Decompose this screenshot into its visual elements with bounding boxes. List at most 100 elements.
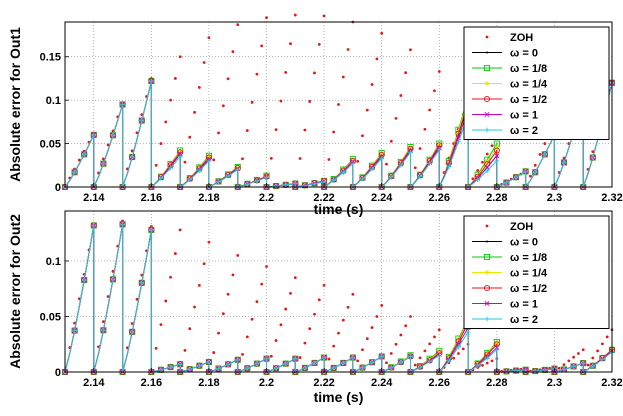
data-point	[484, 168, 490, 174]
data-point	[437, 328, 441, 332]
data-point	[298, 157, 302, 160]
data-point	[207, 36, 211, 40]
x-tick-label: 2.32	[601, 192, 622, 204]
data-point	[413, 363, 417, 367]
data-point	[475, 363, 481, 369]
axes-frame	[64, 21, 613, 188]
x-axis-label: time (s)	[314, 389, 364, 405]
data-point	[148, 78, 154, 84]
data-point	[225, 361, 231, 367]
data-point	[513, 174, 519, 180]
data-point	[81, 151, 88, 158]
data-point	[494, 158, 500, 164]
data-point	[212, 351, 216, 354]
data-point	[250, 317, 254, 321]
data-point	[197, 283, 201, 287]
y-tick-label: 0.05	[40, 139, 61, 151]
data-point	[483, 284, 491, 292]
data-point	[91, 223, 97, 228]
data-point	[341, 318, 345, 322]
data-point	[215, 365, 222, 372]
data-point	[512, 174, 520, 181]
data-point	[225, 361, 232, 368]
data-point	[494, 153, 500, 159]
data-point	[486, 240, 488, 243]
data-point	[236, 23, 240, 27]
data-point	[254, 361, 260, 367]
data-point	[101, 320, 105, 324]
data-point	[398, 162, 404, 168]
data-point	[72, 328, 77, 333]
data-point	[380, 303, 384, 307]
data-point	[167, 364, 174, 371]
data-point	[360, 365, 365, 371]
data-point	[490, 359, 494, 363]
data-point	[484, 355, 490, 361]
data-point	[484, 300, 490, 307]
data-point	[279, 323, 283, 327]
data-point	[433, 89, 436, 93]
data-point	[245, 129, 249, 132]
data-point	[303, 128, 307, 132]
data-point	[135, 131, 139, 135]
out2-chart: 0 0.05 0.1 2.14 2.16 2.18 2.2 2.22 2.24 2.26 2.28…	[7, 210, 623, 405]
data-point	[269, 354, 273, 358]
data-point	[361, 348, 364, 352]
data-point	[111, 269, 115, 273]
data-point	[418, 356, 422, 360]
data-point	[484, 111, 490, 118]
data-point	[91, 132, 97, 138]
data-point	[226, 292, 230, 296]
data-point	[193, 110, 196, 114]
data-point	[110, 276, 116, 282]
x-tick-label: 2.18	[198, 192, 219, 204]
x-tick-label: 2.2	[259, 377, 274, 389]
data-point	[293, 13, 297, 17]
data-point	[483, 64, 491, 72]
data-point	[187, 366, 193, 372]
legend-label: ω = 1	[510, 110, 538, 122]
data-point	[591, 150, 595, 154]
legend-label: ω = 1/8	[510, 252, 547, 264]
x-tick-labels: 2.14 2.16 2.18 2.2 2.22 2.24 2.26 2.28 2.3 2.32	[83, 368, 623, 389]
data-point	[331, 365, 337, 371]
x-tick-label: 2.22	[313, 377, 334, 389]
data-point	[428, 342, 432, 346]
data-point	[490, 144, 494, 148]
x-tick-label: 2.28	[486, 192, 507, 204]
data-point	[273, 365, 280, 372]
data-point	[423, 349, 427, 353]
data-point	[71, 169, 78, 176]
data-point	[206, 154, 212, 159]
data-point	[177, 149, 183, 154]
data-point	[250, 100, 254, 104]
data-point	[409, 315, 412, 318]
data-point	[417, 174, 423, 179]
data-point	[303, 341, 307, 345]
data-point	[236, 254, 240, 257]
data-point	[399, 333, 403, 337]
legend-label: ω = 1/2	[510, 283, 547, 295]
data-point	[359, 364, 366, 371]
data-point	[100, 161, 106, 167]
data-point	[404, 71, 408, 75]
y-tick-label: 0.05	[40, 311, 61, 323]
data-point	[446, 358, 452, 364]
data-point	[494, 347, 500, 353]
data-point	[436, 147, 442, 153]
data-point	[298, 356, 302, 359]
data-point	[274, 339, 278, 342]
data-point	[456, 344, 461, 350]
data-point	[560, 159, 568, 166]
data-point	[483, 95, 491, 103]
data-point	[129, 153, 136, 161]
data-point	[567, 359, 571, 363]
data-point	[485, 152, 489, 156]
data-point	[337, 103, 340, 106]
data-point	[140, 273, 144, 277]
data-point	[398, 359, 404, 365]
data-point	[494, 144, 500, 150]
data-point	[311, 359, 318, 366]
x-tick-label: 2.14	[83, 192, 105, 204]
legend-label: ω = 1/2	[510, 94, 547, 106]
